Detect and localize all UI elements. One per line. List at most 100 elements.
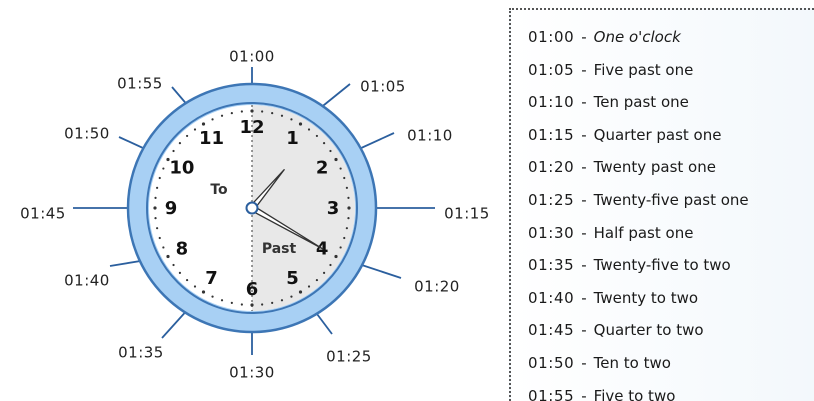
- legend-separator: -: [581, 158, 587, 177]
- legend-words: One o'clock: [593, 28, 681, 46]
- legend-separator: -: [581, 190, 587, 209]
- legend-item: 01:20- Twenty past one: [528, 151, 814, 184]
- minute-tick: [271, 301, 274, 304]
- minute-tick: [298, 122, 303, 126]
- minute-tick: [334, 157, 338, 162]
- legend-time: 01:55: [528, 386, 575, 401]
- to-label: To: [210, 182, 228, 198]
- minute-tick: [290, 118, 293, 121]
- legend-separator: -: [581, 288, 587, 307]
- legend-words: Five to two: [593, 386, 676, 401]
- minute-tick: [250, 303, 254, 307]
- minute-tick: [347, 206, 351, 210]
- minute-tick: [211, 295, 214, 298]
- time-label: 01:30: [229, 364, 275, 382]
- legend-item: 01:45- Quarter to two: [528, 314, 814, 347]
- legend-time: 01:45: [528, 321, 575, 340]
- minute-tick: [178, 141, 182, 145]
- legend-item: 01:40- Twenty to two: [528, 282, 814, 315]
- minute-tick: [162, 246, 165, 249]
- minute-tick: [280, 299, 284, 302]
- legend-time: 01:10: [528, 93, 575, 112]
- time-label: 01:50: [64, 125, 110, 143]
- legend-words: Twenty-five to two: [593, 256, 731, 275]
- minute-tick: [261, 110, 264, 113]
- minute-tick: [154, 196, 157, 199]
- minute-tick: [230, 301, 233, 304]
- minute-tick: [153, 206, 157, 210]
- minute-tick: [345, 227, 348, 230]
- time-label: 01:20: [414, 278, 460, 296]
- minute-tick: [220, 114, 224, 117]
- minute-tick: [162, 167, 165, 170]
- legend-words: Twenty past one: [593, 158, 716, 177]
- legend-separator: -: [581, 386, 587, 401]
- minute-tick: [315, 134, 319, 138]
- hour-number: 12: [239, 117, 264, 138]
- hour-number: 7: [205, 268, 218, 289]
- minute-tick: [307, 285, 311, 288]
- minute-tick: [329, 263, 332, 267]
- minute-tick: [220, 299, 224, 302]
- legend-item: 01:50- Ten to two: [528, 347, 814, 380]
- minute-tick: [193, 128, 197, 131]
- half-labels: To Past: [210, 182, 296, 257]
- minute-tick: [339, 246, 342, 249]
- minute-tick: [201, 290, 206, 294]
- hour-number: 3: [327, 198, 340, 219]
- time-legend-list: 01:00- One o'clock 01:05- Five past one 01:1…: [511, 10, 814, 401]
- minute-tick: [156, 227, 159, 230]
- minute-tick: [343, 236, 346, 240]
- hour-number: 8: [176, 239, 189, 260]
- minute-tick: [343, 176, 346, 180]
- legend-words: Twenty to two: [593, 288, 699, 307]
- time-label: 01:10: [407, 127, 453, 145]
- center-pin: [245, 201, 259, 215]
- legend-words: Quarter to two: [593, 321, 704, 340]
- minute-tick: [240, 110, 243, 113]
- legend-words: Quarter past one: [593, 125, 722, 144]
- hour-number: 6: [246, 279, 259, 300]
- hour-number: 1: [286, 128, 299, 149]
- minute-tick: [185, 134, 189, 138]
- legend-item: 01:55- Five to two: [528, 380, 814, 401]
- minute-tick: [172, 149, 175, 153]
- legend-separator: -: [581, 321, 587, 340]
- minute-tick: [307, 128, 311, 131]
- legend-words: Five past one: [593, 60, 694, 79]
- hour-number: 11: [199, 128, 224, 149]
- minute-tick: [290, 295, 293, 298]
- hour-number: 2: [316, 158, 329, 179]
- time-label: 01:45: [20, 205, 66, 223]
- legend-words: Twenty-five past one: [593, 190, 749, 209]
- minute-tick: [334, 254, 338, 259]
- ring-inner-edge: [146, 102, 358, 314]
- legend-separator: -: [581, 28, 587, 46]
- time-label: 01:40: [64, 272, 110, 290]
- legend-time: 01:15: [528, 125, 575, 144]
- legend-time: 01:00: [528, 28, 575, 46]
- minute-tick: [230, 112, 233, 115]
- time-label: 01:15: [444, 205, 490, 223]
- minute-tick: [261, 303, 264, 306]
- time-label: 01:35: [118, 344, 164, 362]
- time-labels: 01:00 01:05 01:10 01:15 01:20 01:25 01:30 01:35…: [20, 48, 490, 382]
- minute-tick: [166, 157, 170, 162]
- legend-words: Ten past one: [593, 93, 689, 112]
- time-label: 01:25: [326, 348, 372, 366]
- minute-tick: [193, 285, 197, 288]
- time-legend-panel: 01:00- One o'clock 01:05- Five past one 01:1…: [509, 8, 814, 401]
- legend-time: 01:30: [528, 223, 575, 242]
- time-label: 01:05: [360, 78, 406, 96]
- clock-hands: [245, 169, 324, 250]
- legend-separator: -: [581, 223, 587, 242]
- minute-tick: [156, 186, 159, 189]
- legend-item: 01:15- Quarter past one: [528, 119, 814, 152]
- legend-separator: -: [581, 353, 587, 372]
- legend-separator: -: [581, 125, 587, 144]
- past-label: Past: [262, 241, 297, 257]
- legend-time: 01:20: [528, 158, 575, 177]
- minute-tick: [240, 303, 243, 306]
